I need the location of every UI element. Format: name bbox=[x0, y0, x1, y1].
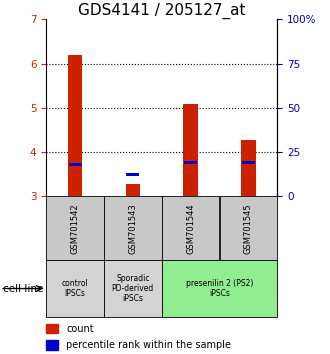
Bar bbox=[69, 162, 82, 166]
Text: percentile rank within the sample: percentile rank within the sample bbox=[66, 340, 231, 350]
Bar bbox=[126, 184, 140, 196]
Text: GSM701545: GSM701545 bbox=[244, 203, 253, 254]
Bar bbox=[183, 104, 198, 196]
FancyBboxPatch shape bbox=[162, 260, 277, 317]
Bar bbox=[46, 340, 58, 350]
Bar bbox=[126, 173, 139, 176]
Text: cell line: cell line bbox=[3, 284, 44, 294]
FancyBboxPatch shape bbox=[46, 196, 104, 260]
Text: presenilin 2 (PS2)
iPSCs: presenilin 2 (PS2) iPSCs bbox=[186, 279, 253, 298]
Text: Sporadic
PD-derived
iPSCs: Sporadic PD-derived iPSCs bbox=[112, 274, 154, 303]
FancyBboxPatch shape bbox=[104, 196, 162, 260]
Text: control
IPSCs: control IPSCs bbox=[62, 279, 88, 298]
FancyBboxPatch shape bbox=[104, 260, 162, 317]
FancyBboxPatch shape bbox=[46, 260, 104, 317]
FancyBboxPatch shape bbox=[162, 196, 219, 260]
Title: GDS4141 / 205127_at: GDS4141 / 205127_at bbox=[78, 3, 246, 19]
Bar bbox=[184, 161, 197, 164]
Bar bbox=[242, 161, 255, 164]
Text: GSM701544: GSM701544 bbox=[186, 203, 195, 254]
FancyBboxPatch shape bbox=[219, 196, 277, 260]
Text: count: count bbox=[66, 324, 94, 333]
Text: GSM701543: GSM701543 bbox=[128, 203, 137, 254]
Bar bbox=[241, 140, 255, 196]
Text: GSM701542: GSM701542 bbox=[71, 203, 80, 254]
Bar bbox=[68, 55, 82, 196]
Bar bbox=[46, 324, 58, 333]
